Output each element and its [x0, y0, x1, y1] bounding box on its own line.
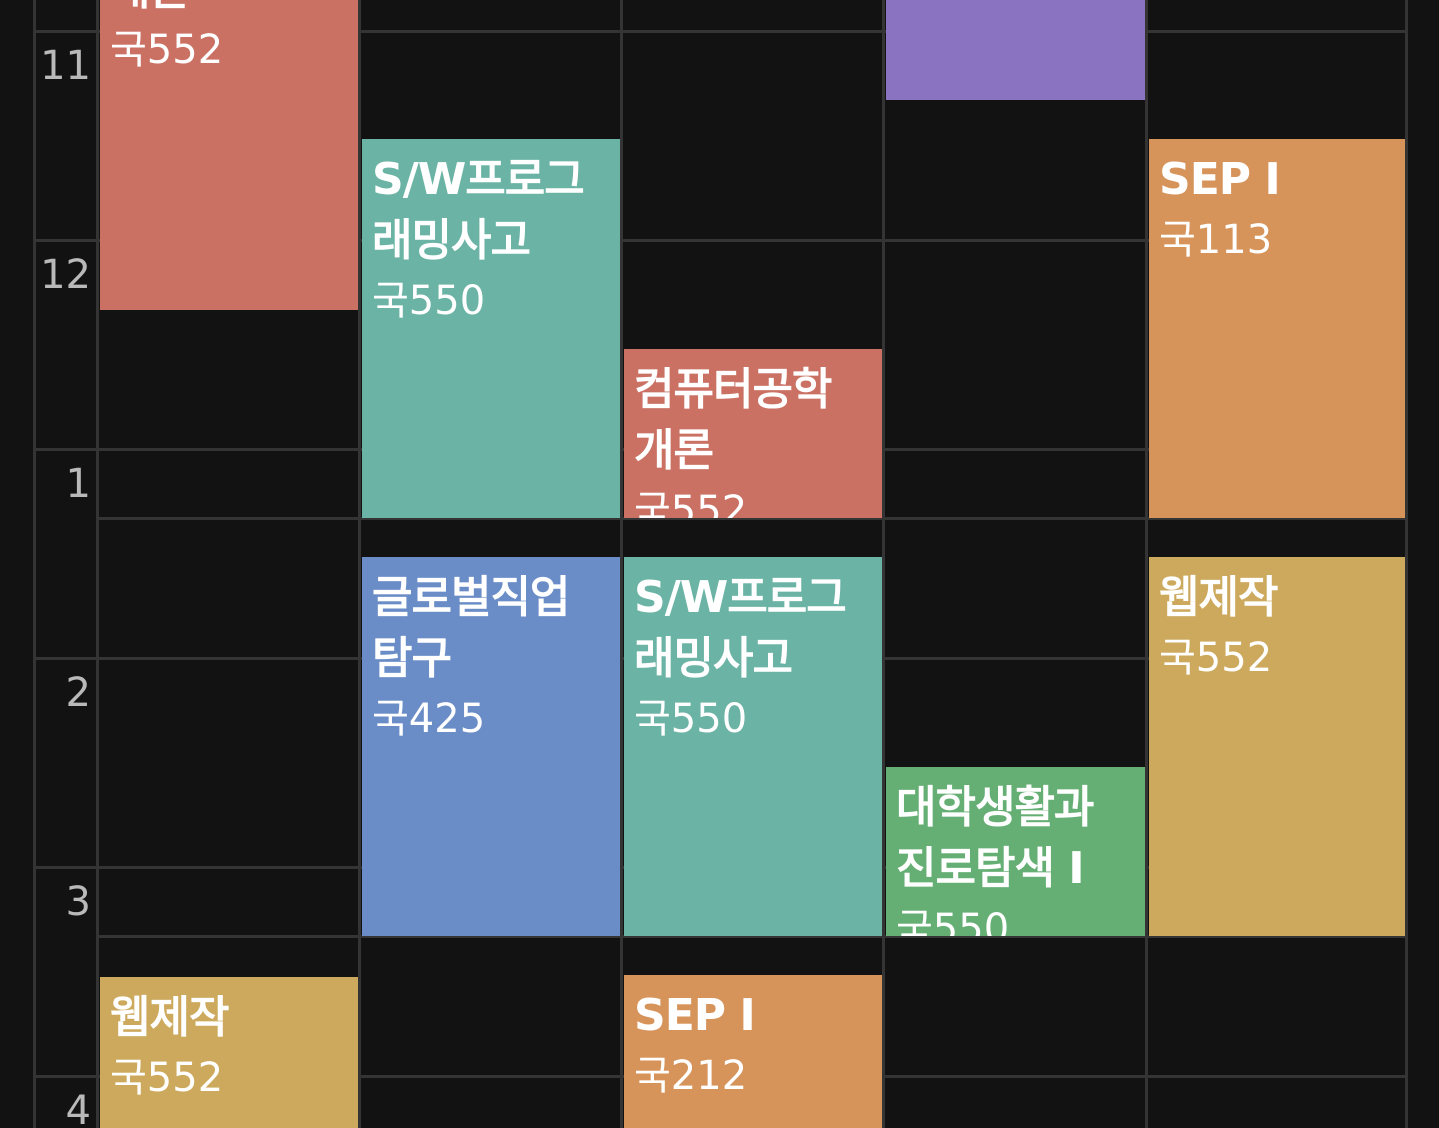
- grid-line: [96, 935, 1408, 938]
- grid-line: [882, 0, 885, 1128]
- course-title: 글로벌직업 탐구: [372, 572, 570, 684]
- course-block-global-tue[interactable]: 글로벌직업 탐구 국425: [362, 557, 620, 936]
- grid-line: [96, 517, 1408, 520]
- grid-line: [1405, 0, 1408, 1128]
- grid-line: [358, 0, 361, 1128]
- course-block-web-mon[interactable]: 웹제작 국552: [100, 977, 358, 1128]
- course-title: 개론: [110, 0, 348, 20]
- course-room: 국552: [110, 27, 224, 73]
- course-block-intro-cs-wed[interactable]: 컴퓨터공학 개론 국552: [624, 349, 882, 518]
- course-title: SEP I: [1159, 154, 1281, 205]
- course-title: SEP I: [634, 990, 756, 1041]
- course-block-web-fri[interactable]: 웹제작 국552: [1149, 557, 1405, 936]
- hour-label-11: 11: [40, 43, 91, 89]
- course-room: 국552: [1159, 635, 1273, 681]
- hour-label-3: 3: [65, 879, 91, 925]
- grid-line: [620, 0, 623, 1128]
- hour-label-12: 12: [40, 252, 91, 298]
- course-block-college-life-thu[interactable]: 대학생활과 진로탐색 I 국550: [886, 767, 1145, 936]
- course-block-purple-thu[interactable]: [886, 0, 1145, 100]
- course-title: S/W프로그 래밍사고: [372, 154, 585, 266]
- course-title: S/W프로그 래밍사고: [634, 572, 847, 684]
- course-room: 국550: [896, 906, 1010, 936]
- course-title: 웹제작: [1159, 572, 1278, 623]
- course-room: 국113: [1159, 217, 1273, 263]
- grid-line: [33, 30, 1408, 33]
- grid-line: [33, 239, 1408, 242]
- course-block-sw-wed[interactable]: S/W프로그 래밍사고 국550: [624, 557, 882, 936]
- hour-label-2: 2: [65, 670, 91, 716]
- course-room: 국552: [110, 1055, 224, 1101]
- course-room: 국550: [372, 278, 486, 324]
- course-room: 국212: [634, 1053, 748, 1099]
- course-block-intro-cs-mon[interactable]: 개론 국552: [100, 0, 358, 310]
- course-block-sep-wed[interactable]: SEP I 국212: [624, 975, 882, 1128]
- course-title: 웹제작: [110, 992, 229, 1043]
- course-room: 국552: [634, 488, 748, 518]
- hour-label-1: 1: [65, 461, 91, 507]
- course-room: 국550: [634, 696, 748, 742]
- course-room: 국425: [372, 696, 486, 742]
- hour-label-4: 4: [65, 1088, 91, 1128]
- course-title: 대학생활과 진로탐색 I: [896, 782, 1094, 894]
- grid-line: [33, 0, 36, 1128]
- course-block-sep-fri[interactable]: SEP I 국113: [1149, 139, 1405, 518]
- course-block-sw-tue[interactable]: S/W프로그 래밍사고 국550: [362, 139, 620, 518]
- course-title: 컴퓨터공학 개론: [634, 364, 832, 476]
- grid-line: [96, 0, 99, 1128]
- grid-line: [1145, 0, 1148, 1128]
